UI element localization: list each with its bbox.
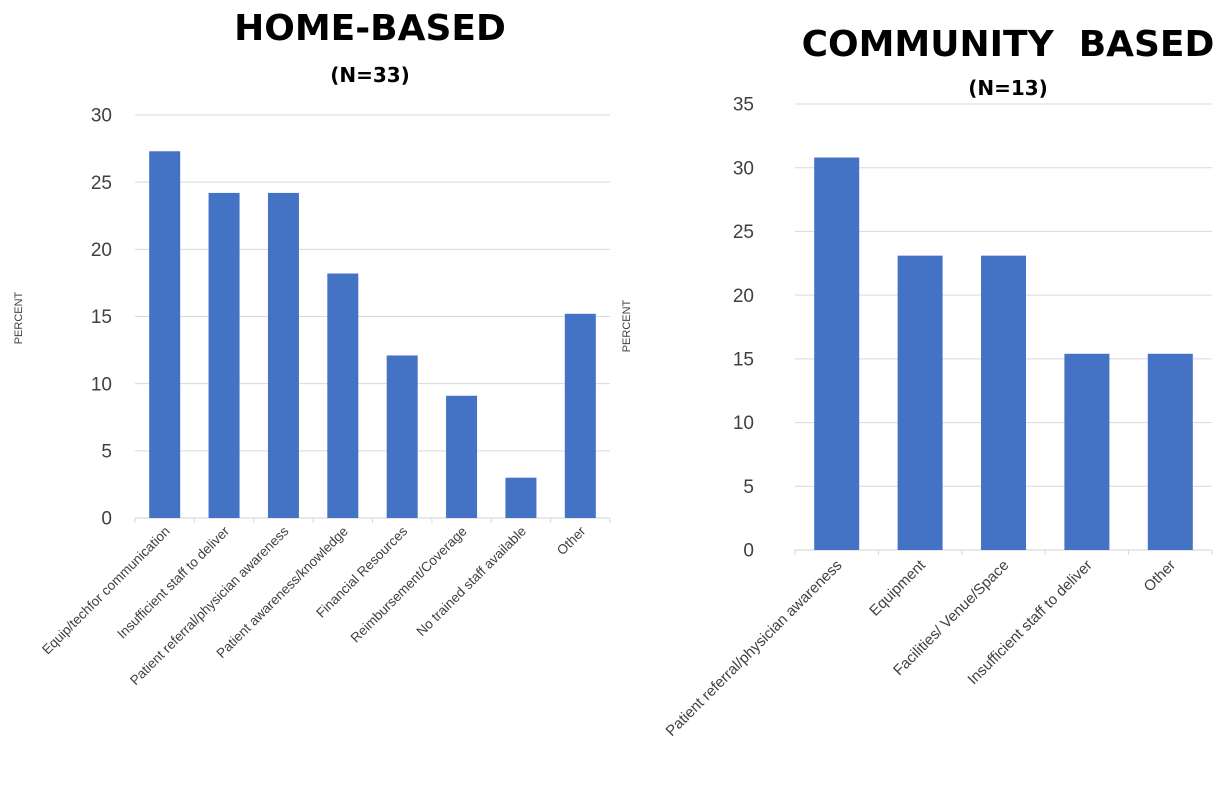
y-tick-label: 5: [101, 441, 112, 462]
x-category-label: Other: [554, 523, 589, 558]
x-category-label: No trained staff available: [414, 524, 530, 640]
chart-title: COMMUNITY BASED: [802, 24, 1215, 65]
y-tick-label: 30: [91, 106, 112, 127]
bar: [1147, 353, 1193, 550]
y-tick-label: 20: [91, 240, 112, 261]
bar: [505, 477, 537, 518]
x-category-label: Equipment: [866, 556, 929, 619]
bar: [386, 355, 418, 518]
y-tick-label: 25: [91, 173, 112, 194]
y-tick-label: 10: [733, 413, 754, 434]
chart-subtitle: (N=33): [330, 63, 410, 87]
x-category-label: Equip/techfor communication: [39, 524, 173, 658]
bar: [897, 255, 943, 550]
y-axis-label: PERCENT: [621, 299, 633, 352]
bar: [149, 151, 181, 518]
bar: [327, 273, 359, 518]
y-tick-label: 0: [101, 509, 112, 530]
bar: [267, 192, 299, 518]
y-tick-label: 30: [733, 158, 754, 179]
x-category-label: Other: [1141, 557, 1180, 596]
bar: [814, 157, 860, 550]
bar: [446, 395, 478, 518]
x-category-label: Insufficient staff to deliver: [114, 523, 232, 641]
chart-subtitle: (N=13): [968, 76, 1048, 100]
y-tick-label: 35: [733, 95, 754, 116]
y-tick-label: 0: [743, 541, 754, 562]
y-tick-label: 5: [743, 477, 754, 498]
bar: [981, 255, 1026, 550]
chart-home: HOME-BASED (N=33) 0 5 10 15 20 25 30 PERCENT Equip…: [13, 8, 611, 688]
chart-community: COMMUNITY BASED (N=13) 0 5 10 15 20 25 30 35 PERCE…: [621, 24, 1214, 740]
chart-title: HOME-BASED: [234, 8, 506, 49]
y-tick-label: 15: [733, 350, 754, 371]
bar: [564, 313, 596, 518]
bar: [208, 192, 240, 518]
y-tick-label: 10: [91, 374, 112, 395]
x-category-label: Patient referral/physician awareness: [663, 557, 846, 740]
x-category-label: Reimbursement/Coverage: [348, 524, 470, 646]
y-tick-label: 15: [91, 307, 112, 328]
y-axis-label: PERCENT: [13, 291, 25, 344]
y-tick-label: 20: [733, 286, 754, 307]
y-tick-label: 25: [733, 222, 754, 243]
bar: [1064, 353, 1110, 550]
